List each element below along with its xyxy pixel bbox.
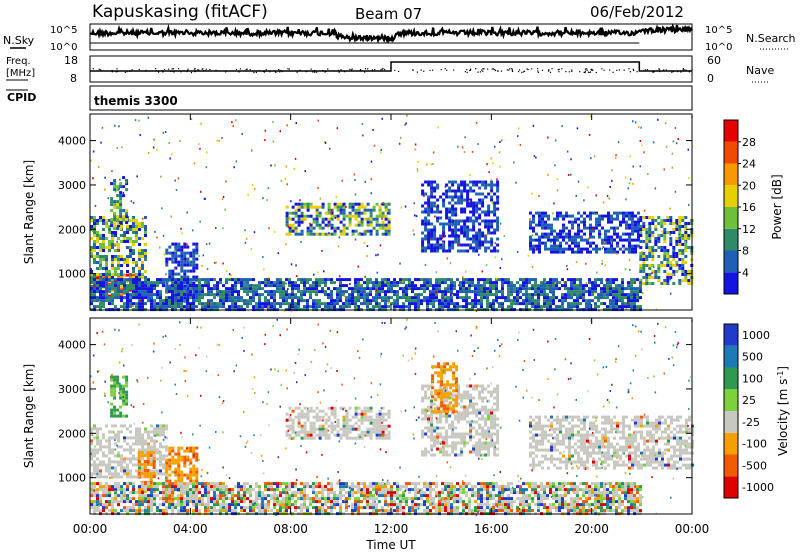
cpid-text: themis 3300	[94, 94, 178, 108]
xtick-label: 16:00	[474, 522, 509, 536]
colorbar-frame	[723, 323, 739, 499]
ytick-label: 1000	[58, 268, 86, 281]
noise-panel-frame	[89, 23, 693, 51]
beam-label: Beam 07	[355, 5, 422, 23]
date-label: 06/Feb/2012	[590, 3, 684, 21]
freq-tick-top: 18	[64, 54, 78, 67]
colorbar-segment	[724, 345, 738, 368]
colorbar-segment	[724, 141, 738, 164]
velocity-cells	[90, 318, 694, 516]
colorbar-segment	[724, 411, 738, 433]
colorbar-segment	[724, 120, 738, 142]
ytick-label: 4000	[58, 135, 86, 148]
colorbar-tick-label: 16	[742, 201, 756, 214]
freq-trace	[90, 61, 692, 72]
colorbar-label-text: Velocity	[776, 405, 790, 456]
colorbar-segment	[724, 367, 738, 390]
colorbar-segment	[724, 454, 738, 477]
xtick-label: 00:00	[73, 522, 108, 536]
colorbar-tick-label: 8	[742, 245, 749, 258]
freq-label: Freq.	[6, 56, 31, 67]
y-axis-label: Slant Range [km]	[22, 364, 36, 468]
x-axis-label: Time UT	[365, 538, 416, 552]
noise-tick-left-bottom: 10^0	[50, 42, 77, 53]
colorbar-segment	[724, 207, 738, 229]
noise-tick-right-top: 10^5	[705, 25, 732, 36]
colorbar-tick-label: 4	[742, 266, 749, 279]
colorbar-segment	[724, 185, 738, 207]
colorbar-segment	[724, 250, 738, 273]
nave-tick-top: 60	[707, 54, 721, 67]
ytick-label: 3000	[58, 383, 86, 396]
colorbar-tick-label: 500	[742, 351, 763, 364]
ytick-label: 3000	[58, 179, 86, 192]
colorbar-tick-label: 20	[742, 179, 756, 192]
noise-tick-left-top: 10^5	[50, 25, 77, 36]
colorbar-unit-close: ]	[776, 366, 790, 371]
colorbar-tick-label: 1000	[742, 329, 770, 342]
freq-unit-label: [MHz]	[6, 68, 35, 79]
noise-sky-trace	[89, 23, 693, 45]
colorbar-segment	[724, 389, 738, 411]
colorbar-segment	[724, 324, 738, 346]
colorbar-segment	[724, 272, 738, 294]
power-cells	[90, 114, 694, 312]
nave-dots	[92, 68, 693, 74]
colorbar-tick-label: 24	[742, 158, 756, 171]
xtick-label: 12:00	[374, 522, 409, 536]
nave-label: Nave	[746, 64, 774, 77]
colorbar-segment	[724, 476, 738, 498]
xtick-label: 08:00	[273, 522, 308, 536]
velocity-colorbar: 1000 500 100 25 -25 -100 -500 -1000 Velocity [m …	[723, 323, 790, 499]
colorbar-segment	[724, 163, 738, 186]
nsearch-label: N.Search	[746, 32, 796, 45]
y-axis-label: Slant Range [km]	[22, 160, 36, 264]
nsky-label: N.Sky	[3, 34, 35, 47]
colorbar-unit-exp: -1	[776, 371, 785, 379]
colorbar-tick-label: 25	[742, 394, 756, 407]
colorbar-unit: [m s	[776, 379, 790, 405]
colorbar-segment	[724, 432, 738, 455]
ytick-label: 2000	[58, 223, 86, 236]
power-colorbar: 4 8 12 16 20 24 28 Power [dB]	[723, 119, 784, 295]
cpid-label: CPID	[7, 91, 36, 104]
colorbar-tick-label: -100	[742, 438, 767, 451]
power-panel: 1000 2000 3000 4000 Slant Range [km] 4 8 12 16 20…	[22, 113, 784, 312]
xtick-label: 00:00	[675, 522, 710, 536]
ytick-label: 4000	[58, 339, 86, 352]
cpid-panel-frame	[89, 85, 693, 111]
colorbar-segment	[724, 228, 738, 251]
xtick-label: 04:00	[173, 522, 208, 536]
colorbar-label: Power [dB]	[770, 174, 784, 239]
station-title: Kapuskasing (fitACF)	[92, 2, 268, 22]
xtick-label: 20:00	[574, 522, 609, 536]
colorbar-label: Velocity [m s-1]	[776, 366, 790, 456]
colorbar-tick-label: 12	[742, 223, 756, 236]
colorbar-tick-label: -500	[742, 459, 767, 472]
ytick-label: 2000	[58, 427, 86, 440]
colorbar-tick-label: -25	[742, 416, 760, 429]
colorbar-tick-label: -1000	[742, 481, 774, 494]
freq-tick-bottom: 8	[70, 72, 77, 85]
noise-tick-right-bottom: 10^0	[705, 42, 732, 53]
ytick-label: 1000	[58, 472, 86, 485]
nave-tick-bottom: 0	[707, 72, 714, 85]
colorbar-tick-label: 100	[742, 372, 763, 385]
colorbar-tick-label: 28	[742, 136, 756, 149]
